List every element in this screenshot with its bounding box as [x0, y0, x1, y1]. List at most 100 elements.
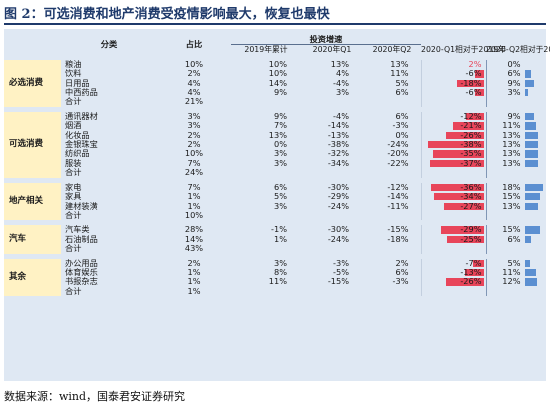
share-value: 2% — [187, 68, 201, 79]
diff2-bar-wrap: 0% — [487, 59, 547, 69]
header-diff1: 2020-Q1相对于2019年 — [421, 45, 507, 55]
section-label: 汽车 — [4, 225, 61, 254]
total-row: 合计 24% — [4, 167, 546, 178]
total-empty-cell — [363, 97, 421, 106]
diff2-label: 9% — [507, 110, 521, 121]
diff2-bar — [524, 159, 538, 168]
section-label: 其余 — [4, 258, 61, 297]
table-row: 中西药品 4% 9% 3% 6% -6% 3% — [4, 87, 547, 98]
diff2-cell: 13% — [485, 130, 546, 141]
diff1-bar — [466, 112, 484, 121]
diff2-bar-wrap: 5% — [487, 258, 547, 268]
diff2-cell: 13% — [485, 158, 547, 169]
diff2-cell: 13% — [485, 149, 546, 159]
diff2-cell: 5% — [485, 258, 547, 268]
header-category: 分类 — [100, 39, 118, 50]
growth-q1: 4% — [336, 68, 349, 79]
total-label: 合计 — [65, 285, 82, 296]
share-value: 14% — [184, 233, 204, 244]
item-name: 汽车类 — [65, 224, 90, 235]
total-empty-cell — [420, 286, 486, 297]
header-row: 分类 占比 投资增速 — [4, 34, 546, 49]
item-name: 服装 — [65, 157, 82, 168]
diff1-bar-wrap: -7% — [422, 257, 486, 268]
diff2-bar — [524, 268, 536, 277]
diff2-bar — [524, 122, 536, 130]
diff1-label: -6% — [465, 68, 482, 79]
diff2-bar-wrap: 13% — [487, 158, 547, 168]
diff1-cell: -21% — [420, 120, 486, 131]
total-empty-cell — [231, 97, 301, 106]
total-row: 合计 1% — [4, 285, 546, 297]
diff1-label: -27% — [460, 200, 482, 211]
table-row: 石油制品 14% 1% -24% -18% -25% 6% — [4, 233, 546, 245]
subheader-blank — [4, 45, 61, 55]
growth-2019: 13% — [268, 129, 287, 140]
diff2-cell: 6% — [485, 234, 546, 245]
diff2-bar — [524, 79, 534, 88]
growth-q1: -38% — [327, 139, 349, 150]
item-name: 办公用品 — [65, 257, 98, 268]
diff1-label: -6% — [465, 87, 482, 98]
diff2-bar — [524, 70, 531, 78]
growth-2019: 9% — [274, 87, 287, 98]
total-empty-cell — [420, 97, 486, 107]
diff1-label: -34% — [460, 191, 482, 202]
diff2-label: 11% — [502, 120, 521, 131]
diff2-cell: 3% — [485, 87, 547, 98]
diff1-label: -25% — [460, 233, 482, 244]
growth-q1: -15% — [327, 276, 349, 287]
table-row: 烟酒 3% 7% -14% -3% -21% 11% — [4, 120, 546, 131]
diff1-bar — [445, 278, 484, 286]
table-row: 可选消费 通讯器材 3% 9% -4% 6% -12% 9% — [4, 110, 546, 178]
growth-q2: -24% — [387, 139, 409, 150]
diff1-bar-wrap: 2% — [422, 59, 486, 69]
diff2-bar — [524, 278, 537, 286]
share-value: 10% — [184, 58, 204, 69]
growth-2019: 14% — [268, 77, 287, 88]
growth-2019: 5% — [274, 191, 287, 202]
diff2-bar-wrap: 13% — [487, 201, 547, 211]
growth-q1: -30% — [327, 224, 349, 235]
share-value: 1% — [187, 266, 201, 277]
diff1-bar — [441, 226, 484, 234]
table-row: 体育娱乐 1% 8% -5% 6% -13% 11% — [4, 266, 546, 278]
diff1-bar — [457, 79, 484, 88]
total-empty-cell — [485, 97, 546, 107]
section-label: 可选消费 — [4, 111, 61, 178]
growth-q1: -4% — [333, 77, 349, 88]
diff2-cell: 18% — [485, 182, 546, 193]
diff1-bar-wrap: -26% — [422, 130, 486, 140]
diff1-bar-wrap: -25% — [422, 233, 486, 244]
growth-2019: 10% — [268, 58, 287, 69]
growth-q2: -3% — [392, 276, 409, 287]
diff2-bar-wrap: 3% — [487, 87, 547, 97]
diff2-bar — [524, 193, 540, 201]
item-name: 纺织品 — [65, 148, 90, 159]
growth-q1: -30% — [327, 181, 349, 192]
share-value: 28% — [184, 224, 204, 235]
diff1-label: -35% — [460, 148, 482, 159]
header-q2: 2020年Q2 — [372, 45, 412, 55]
growth-q1: -34% — [327, 157, 349, 168]
diff2-bar — [524, 141, 538, 149]
table-row: 饮料 2% 10% 4% 11% -6% 6% — [4, 68, 546, 79]
diff1-bar — [474, 89, 484, 97]
header-q1: 2020年Q1 — [312, 45, 352, 55]
table-row: 地产相关 家电 7% 6% -30% -12% -36% 18% — [4, 181, 546, 221]
diff1-label: -21% — [460, 120, 482, 131]
total-label: 合计 — [65, 209, 82, 220]
diff1-cell: -25% — [420, 233, 486, 245]
share-value: 2% — [187, 139, 201, 150]
total-share: 43% — [184, 243, 204, 254]
diff2-bar — [524, 131, 538, 140]
diff1-label: -7% — [465, 257, 482, 268]
total-share: 10% — [184, 209, 204, 220]
diff1-bar-wrap: -21% — [422, 120, 486, 131]
growth-q1: -5% — [333, 266, 349, 277]
total-empty-cell — [231, 287, 301, 296]
item-name: 书报杂志 — [65, 276, 98, 287]
total-empty-cell — [231, 211, 301, 220]
diff1-label: -26% — [460, 276, 482, 287]
share-value: 3% — [187, 110, 201, 121]
